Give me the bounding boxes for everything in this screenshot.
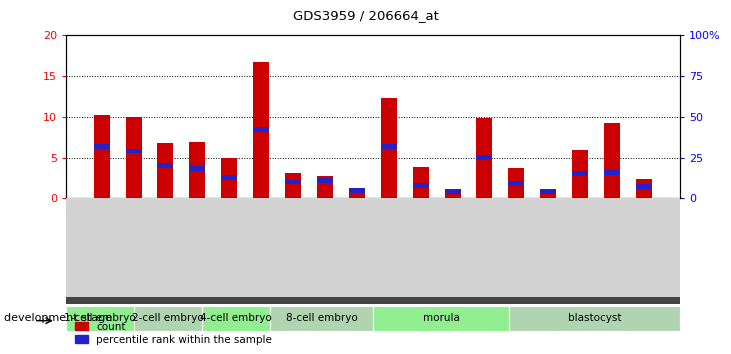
Bar [540, 189, 556, 198]
Bar [157, 163, 173, 168]
Bar [94, 144, 110, 149]
Bar [221, 175, 238, 179]
Bar [94, 115, 110, 198]
Bar [381, 98, 397, 198]
Legend: count, percentile rank within the sample: count, percentile rank within the sample [71, 317, 276, 349]
Bar [253, 62, 269, 198]
Bar [285, 179, 301, 184]
Bar [270, 306, 373, 331]
Bar [126, 149, 142, 154]
Bar [66, 306, 134, 331]
Bar [477, 118, 493, 198]
Bar [285, 173, 301, 198]
Bar [508, 168, 524, 198]
Bar [253, 127, 269, 132]
Bar [477, 155, 493, 160]
Bar [572, 171, 588, 176]
Bar [636, 184, 652, 189]
Bar [508, 181, 524, 186]
Text: 8-cell embryo: 8-cell embryo [286, 313, 357, 323]
Bar [413, 183, 428, 188]
Bar [373, 306, 510, 331]
Bar [636, 179, 652, 198]
Bar [604, 170, 620, 175]
Bar [510, 306, 680, 331]
Text: morula: morula [423, 313, 460, 323]
Bar [444, 189, 461, 194]
Text: 2-cell embryo: 2-cell embryo [132, 313, 204, 323]
Bar [317, 178, 333, 183]
Bar [572, 150, 588, 198]
Bar [189, 142, 205, 198]
Bar [540, 189, 556, 194]
Bar [444, 190, 461, 198]
Bar [134, 306, 202, 331]
Bar [381, 144, 397, 149]
Text: development stage: development stage [4, 313, 112, 323]
Bar [413, 167, 428, 198]
Bar [317, 176, 333, 198]
Text: 1-cell embryo: 1-cell embryo [64, 313, 136, 323]
Bar [202, 306, 270, 331]
Bar [126, 117, 142, 198]
Bar [221, 158, 238, 198]
Bar [604, 122, 620, 198]
Bar [189, 166, 205, 171]
Text: blastocyst: blastocyst [568, 313, 621, 323]
Bar [349, 188, 365, 193]
Text: GDS3959 / 206664_at: GDS3959 / 206664_at [292, 9, 439, 22]
Bar [157, 143, 173, 198]
Bar [349, 188, 365, 198]
Text: 4-cell embryo: 4-cell embryo [200, 313, 272, 323]
